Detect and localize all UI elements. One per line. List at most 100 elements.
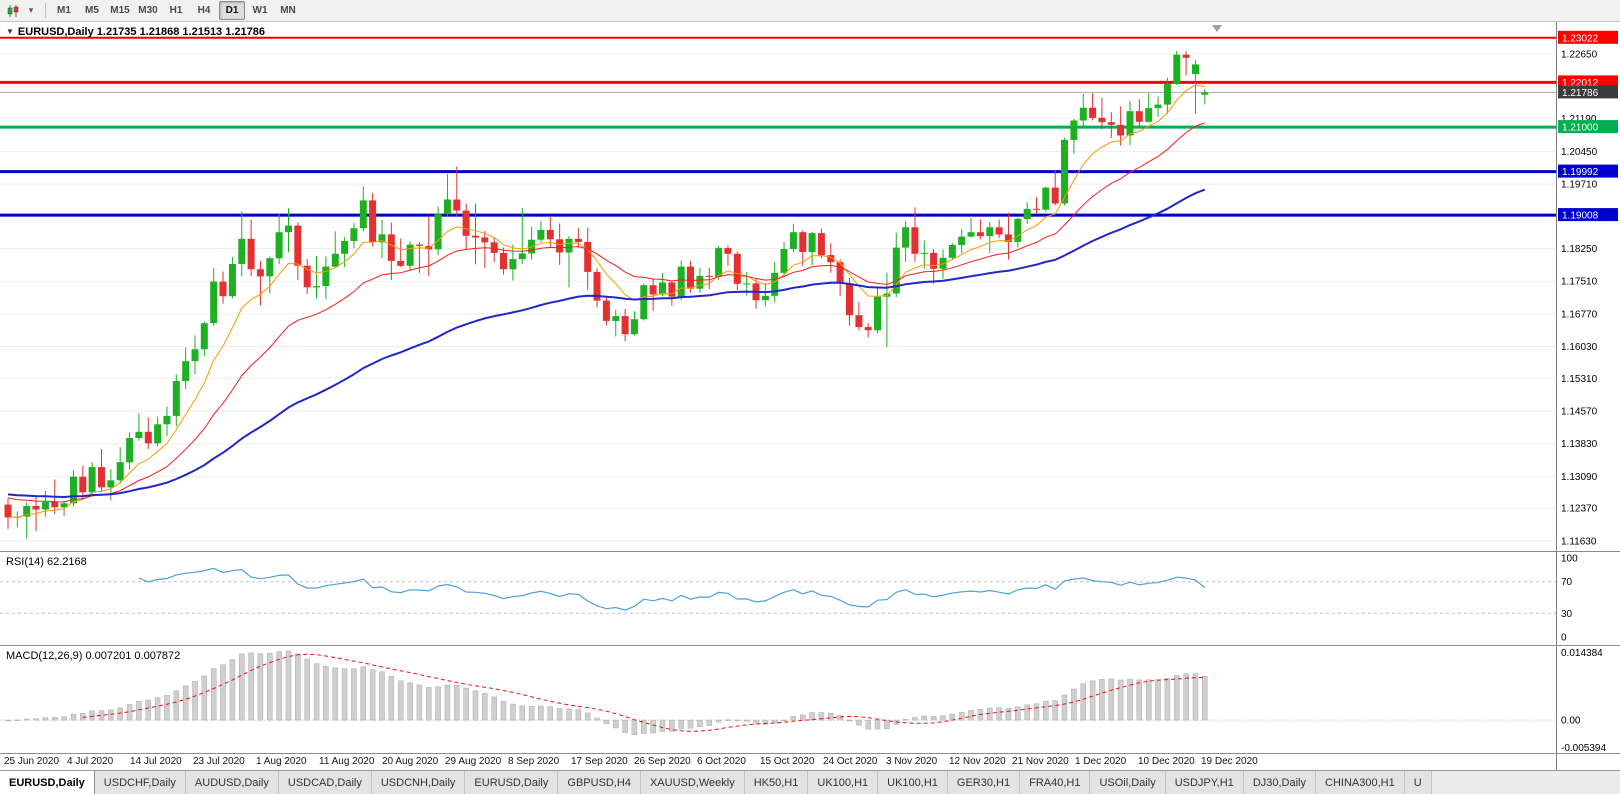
timeframe-button-w1[interactable]: W1: [252, 5, 268, 16]
level-price-label-box: [1558, 75, 1618, 89]
price-axis-label: 1.12370: [1561, 504, 1598, 515]
time-axis[interactable]: 25 Jun 2020 4 Jul 2020 14 Jul 2020 23 Jul 2…: [0, 754, 1620, 770]
chart-tab[interactable]: USDCHF,Daily: [94, 771, 186, 794]
price-axis-label: 1.14570: [1561, 407, 1598, 418]
macd-histogram: [5, 650, 1208, 736]
timeframe-button-m30[interactable]: M30: [138, 5, 158, 16]
level-price-label-text: 1.21000: [1562, 123, 1599, 134]
ma-mid-line: [7, 122, 1205, 503]
timeframe-button-d1[interactable]: D1: [219, 1, 245, 20]
chart-shift-marker-icon[interactable]: [1212, 25, 1222, 32]
date-axis-label: 25 Jun 2020: [4, 756, 60, 767]
rsi-axis-label: 30: [1561, 609, 1573, 620]
chart-tab[interactable]: GBPUSD,H4: [558, 771, 641, 794]
candles-group: [4, 50, 1209, 539]
price-axis-label: 1.20450: [1561, 147, 1598, 158]
price-axis-label: 1.21190: [1561, 114, 1597, 125]
chart-tab[interactable]: AUDUSD,Daily: [185, 771, 279, 794]
price-axis-label: 1.16770: [1561, 309, 1598, 320]
chart-tab[interactable]: CHINA300,H1: [1316, 771, 1405, 794]
chart-tab[interactable]: U: [1404, 771, 1432, 794]
macd-axis-label: 0.00: [1561, 716, 1581, 727]
level-price-label-text: 1.22012: [1562, 78, 1599, 89]
toolbar: ▾ M1 M5 M15 M30 H1 H4 D1 W1 MN: [0, 0, 1620, 22]
date-axis-label: 14 Jul 2020: [130, 756, 182, 767]
rsi-axis-label: 70: [1561, 577, 1573, 588]
date-axis-label: 20 Aug 2020: [382, 756, 439, 767]
symbol-ohlc-text: EURUSD,Daily 1.21735 1.21868 1.21513 1.2…: [17, 26, 265, 38]
chart-tab[interactable]: UK100,H1: [878, 771, 948, 794]
rsi-header: RSI(14) 62.2168: [6, 556, 87, 568]
macd-axis-label: 0.014384: [1561, 648, 1603, 659]
toolbar-separator: [45, 3, 46, 18]
date-axis-label: 17 Sep 2020: [571, 756, 628, 767]
chart-tab[interactable]: USDCNH,Daily: [371, 771, 466, 794]
date-axis-label: 8 Sep 2020: [508, 756, 560, 767]
level-price-label-box: [1558, 30, 1618, 44]
level-price-label-text: 1.19008: [1562, 211, 1599, 222]
timeframe-button-m1[interactable]: M1: [57, 5, 71, 16]
price-axis-label: 1.11630: [1561, 536, 1597, 547]
level-price-label-box: [1558, 208, 1618, 222]
macd-signal-line: [82, 653, 1205, 732]
price-axis-label: 1.16030: [1561, 342, 1598, 353]
timeframe-button-m15[interactable]: M15: [110, 5, 130, 16]
timeframe-button-h4[interactable]: H4: [197, 5, 211, 16]
price-axis-label: 1.22650: [1561, 50, 1598, 61]
date-axis-label: 26 Sep 2020: [634, 756, 691, 767]
level-price-label-text: 1.23022: [1562, 33, 1599, 44]
chart-tab[interactable]: XAUUSD,Weekly: [640, 771, 745, 794]
timeframe-button-mn[interactable]: MN: [280, 5, 296, 16]
macd-indicator-panel[interactable]: 0.014384 0.00 -0.005394 MACD(12,26,9) 0.00…: [0, 646, 1620, 754]
chart-tab[interactable]: EURUSD,Daily: [0, 771, 95, 794]
chart-tab[interactable]: DJ30,Daily: [1243, 771, 1316, 794]
chart-ohlc-header: ▼ EURUSD,Daily 1.21735 1.21868 1.21513 1.…: [6, 26, 265, 38]
date-axis-label: 3 Nov 2020: [886, 756, 938, 767]
timeframe-button-h1[interactable]: H1: [169, 5, 183, 16]
candlestick-chart-icon: [7, 4, 19, 17]
level-price-label-box: [1558, 164, 1618, 178]
chart-tab[interactable]: GER30,H1: [947, 771, 1021, 794]
chart-tabs-bar: EURUSD,Daily USDCHF,Daily AUDUSD,Daily USDC…: [0, 770, 1620, 794]
macd-header: MACD(12,26,9) 0.007201 0.007872: [6, 650, 181, 662]
rsi-indicator-panel[interactable]: 100 70 30 0 RSI(14) 62.2168: [0, 552, 1620, 646]
date-axis-label: 24 Oct 2020: [823, 756, 878, 767]
chart-tab[interactable]: UK100,H1: [808, 771, 879, 794]
rsi-axis-label: 0: [1561, 633, 1567, 644]
chart-tab[interactable]: USDJPY,H1: [1165, 771, 1244, 794]
macd-axis-label: -0.005394: [1561, 743, 1606, 753]
date-axis-label: 12 Nov 2020: [949, 756, 1006, 767]
price-axis-label: 1.13830: [1561, 439, 1598, 450]
chart-tab[interactable]: EURUSD,Daily: [465, 771, 559, 794]
date-axis-label: 4 Jul 2020: [67, 756, 114, 767]
level-price-label-text: 1.19992: [1562, 167, 1599, 178]
chart-tab[interactable]: USDCAD,Daily: [278, 771, 372, 794]
date-axis-label: 11 Aug 2020: [319, 756, 375, 767]
chart-type-dropdown-caret-icon[interactable]: ▾: [28, 5, 34, 15]
price-chart[interactable]: 1.226501.219101.211901.204501.197101.189…: [0, 22, 1620, 551]
bid-price-label-box: [1558, 85, 1618, 99]
rsi-chart[interactable]: 100 70 30 0: [0, 552, 1620, 645]
date-axis-label: 19 Dec 2020: [1201, 756, 1258, 767]
chart-tab[interactable]: FRA40,H1: [1020, 771, 1091, 794]
chart-tab[interactable]: USOil,Daily: [1090, 771, 1166, 794]
price-axis-label: 1.19710: [1561, 180, 1598, 191]
macd-chart[interactable]: 0.014384 0.00 -0.005394: [0, 646, 1620, 753]
price-axis-label: 1.18250: [1561, 244, 1598, 255]
rsi-line: [138, 567, 1206, 611]
price-axis-label: 1.17510: [1561, 277, 1598, 288]
chart-tab[interactable]: HK50,H1: [744, 771, 809, 794]
date-axis-label: 15 Oct 2020: [760, 756, 815, 767]
price-chart-panel[interactable]: 1.226501.219101.211901.204501.197101.189…: [0, 22, 1620, 552]
bid-price-label-text: 1.21786: [1562, 88, 1599, 99]
chart-type-button[interactable]: [4, 2, 22, 20]
date-axis-label: 21 Nov 2020: [1012, 756, 1069, 767]
ma-slow-line: [7, 188, 1206, 499]
ma-fast-line: [7, 84, 1205, 518]
date-axis-label: 1 Dec 2020: [1075, 756, 1127, 767]
timeframe-button-m5[interactable]: M5: [85, 5, 99, 16]
date-axis-label: 29 Aug 2020: [445, 756, 502, 767]
date-axis-label: 1 Aug 2020: [256, 756, 307, 767]
price-axis-label: 1.13090: [1561, 472, 1598, 483]
